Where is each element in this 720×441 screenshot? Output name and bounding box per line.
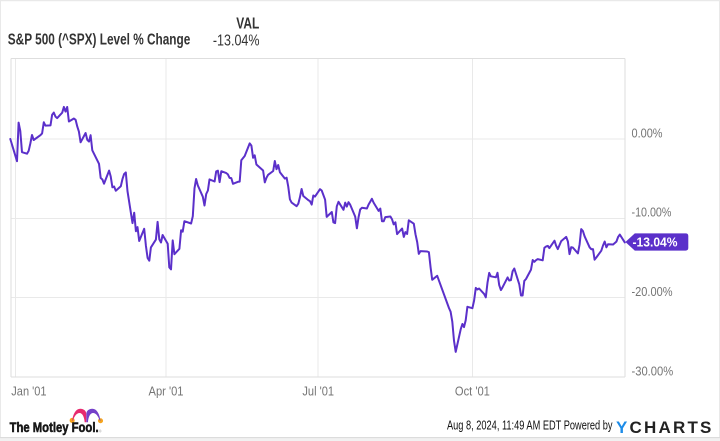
svg-text:Oct '01: Oct '01 bbox=[455, 383, 490, 398]
svg-text:0.00%: 0.00% bbox=[632, 125, 663, 140]
svg-text:Apr '01: Apr '01 bbox=[149, 383, 184, 398]
svg-text:-13.04%: -13.04% bbox=[213, 33, 260, 50]
svg-text:S&P 500 (^SPX) Level % Change: S&P 500 (^SPX) Level % Change bbox=[8, 32, 191, 49]
svg-text:Jan '01: Jan '01 bbox=[11, 383, 46, 398]
svg-text:Aug 8, 2024, 11:49 AM EDT Powe: Aug 8, 2024, 11:49 AM EDT Powered by bbox=[447, 419, 613, 433]
svg-text:-13.04%: -13.04% bbox=[633, 235, 678, 250]
svg-text:YCHARTS: YCHARTS bbox=[616, 418, 714, 437]
svg-text:The Motley Fool.: The Motley Fool. bbox=[10, 419, 99, 435]
svg-text:®: ® bbox=[99, 429, 102, 433]
svg-text:VAL: VAL bbox=[236, 16, 259, 33]
svg-text:Jul '01: Jul '01 bbox=[302, 383, 334, 398]
svg-text:-30.00%: -30.00% bbox=[632, 363, 674, 378]
svg-text:-10.00%: -10.00% bbox=[632, 205, 672, 220]
svg-text:-20.00%: -20.00% bbox=[632, 284, 673, 299]
